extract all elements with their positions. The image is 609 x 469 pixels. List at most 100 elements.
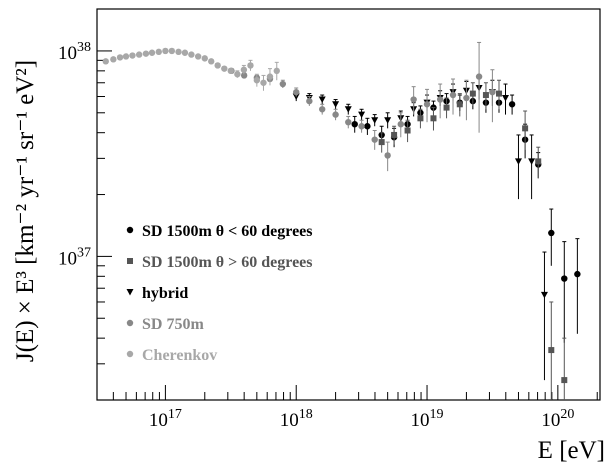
series-1 (378, 79, 568, 400)
legend-marker-shape (126, 226, 134, 234)
legend-marker-shape (126, 289, 134, 296)
data-point (417, 115, 424, 122)
x-tick-label: 1019 (411, 407, 444, 431)
data-point (443, 104, 450, 111)
data-point (214, 62, 221, 69)
data-point (240, 72, 248, 79)
data-point (364, 123, 371, 130)
data-point (384, 152, 391, 159)
data-point (168, 47, 176, 55)
data-point (371, 136, 378, 143)
data-point (540, 291, 548, 299)
data-point (489, 88, 496, 96)
data-point (221, 65, 228, 72)
x-tick-label: 1017 (149, 407, 182, 431)
data-point (496, 90, 503, 97)
series-4 (102, 47, 280, 91)
data-point (528, 158, 536, 165)
legend-marker (126, 289, 134, 296)
data-point (469, 90, 476, 97)
data-point (122, 53, 130, 60)
data-point (345, 118, 352, 126)
data-point (482, 92, 489, 99)
data-point (535, 158, 542, 165)
data-point (351, 120, 358, 128)
data-point (266, 73, 274, 80)
y-axis-title: J(E) × E³ [km⁻² yr⁻¹ sr⁻¹ eV²] (12, 60, 39, 362)
data-point (319, 106, 326, 113)
legend-label: hybrid (142, 285, 188, 302)
legend-label: Cherenkov (142, 347, 217, 364)
data-point (273, 67, 280, 75)
data-point (391, 131, 398, 138)
legend-item: hybrid (126, 285, 188, 302)
data-point (142, 50, 150, 57)
data-point (116, 54, 124, 61)
data-point (279, 80, 287, 88)
legend-marker-shape (126, 319, 134, 327)
data-point (110, 56, 117, 63)
data-point (449, 91, 457, 99)
legend-marker (126, 319, 134, 327)
data-point (548, 347, 555, 354)
data-point (227, 67, 234, 75)
x-tick-label: 1020 (541, 407, 574, 431)
data-point (234, 71, 241, 78)
data-point (162, 47, 169, 55)
plot-area-border (96, 8, 601, 401)
data-point (194, 53, 202, 60)
x-axis-title: E [eV] (538, 437, 605, 464)
data-point (318, 96, 326, 104)
data-point (344, 106, 352, 113)
data-point (561, 377, 568, 384)
legend-marker (127, 258, 133, 264)
data-point (514, 158, 522, 165)
data-point (436, 96, 444, 103)
data-point (201, 55, 208, 62)
data-point (175, 48, 182, 56)
data-point (129, 52, 136, 59)
data-point (397, 120, 404, 128)
axis-ticks (96, 50, 598, 401)
data-point (332, 101, 340, 108)
data-point (371, 117, 379, 124)
data-point (240, 66, 248, 73)
data-point (358, 111, 366, 119)
legend-item: SD 750m (126, 316, 204, 333)
data-point (561, 275, 568, 282)
data-point (456, 101, 463, 108)
data-point (502, 95, 510, 102)
data-point (378, 139, 385, 146)
data-point (102, 58, 109, 65)
legend-marker (126, 226, 134, 234)
data-point (463, 94, 470, 102)
data-point (181, 49, 189, 56)
plot-frame (96, 8, 601, 401)
data-point (306, 97, 313, 105)
y-tick-label: 1038 (58, 40, 91, 64)
legend-item: SD 1500m θ < 60 degrees (126, 223, 313, 240)
data-point (135, 51, 143, 58)
data-point (188, 51, 195, 58)
legend-label: SD 1500m θ < 60 degrees (142, 223, 313, 240)
data-point (574, 270, 581, 278)
data-point (423, 101, 431, 108)
data-point (293, 88, 300, 96)
legend-item: SD 1500m θ > 60 degrees (127, 254, 313, 271)
legend-marker-shape (127, 258, 133, 264)
legend-label: SD 750m (142, 316, 204, 333)
data-point (358, 123, 365, 130)
data-point (332, 111, 339, 118)
data-point (208, 58, 215, 65)
data-point (253, 77, 261, 84)
data-point (155, 48, 162, 56)
legend-marker (126, 350, 134, 358)
x-tick-label: 1018 (280, 407, 313, 431)
legend-marker-shape (126, 350, 134, 358)
data-point (247, 62, 254, 69)
data-point (148, 49, 156, 56)
legend-item: Cherenkov (126, 347, 217, 364)
legend-label: SD 1500m θ > 60 degrees (142, 254, 313, 271)
